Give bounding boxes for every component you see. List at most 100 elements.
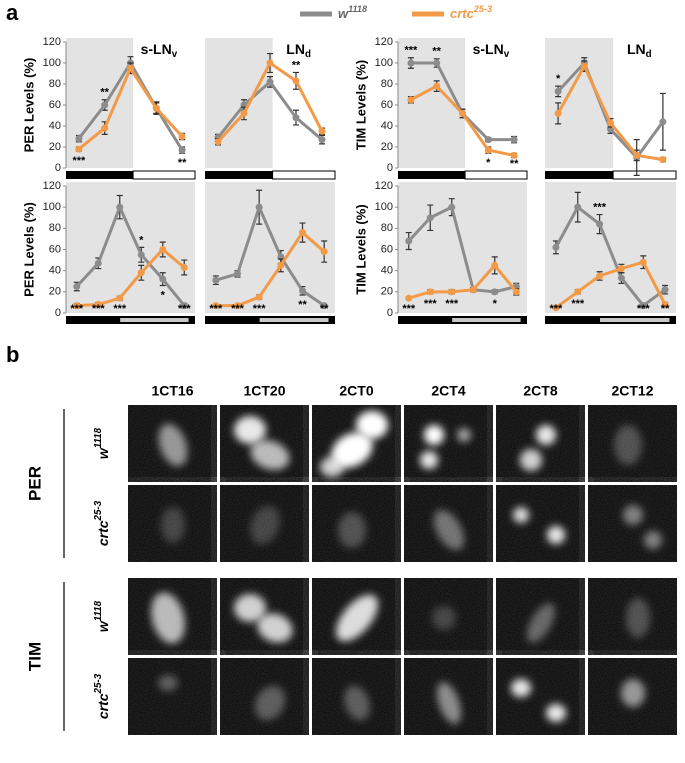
data-point xyxy=(407,96,415,104)
row-label-main: w xyxy=(95,620,111,632)
cell-signal xyxy=(457,428,471,442)
y-tick-label: 60 xyxy=(49,243,61,255)
group-label: TIM xyxy=(25,642,44,671)
y-tick-label: 80 xyxy=(381,222,393,234)
cell-signal xyxy=(621,679,645,707)
y-tick-label: 120 xyxy=(375,180,393,192)
data-point xyxy=(469,286,477,294)
data-point xyxy=(405,294,413,302)
data-point xyxy=(101,101,109,109)
cell-signal xyxy=(250,505,280,545)
micrograph xyxy=(312,485,401,562)
data-point xyxy=(180,302,188,310)
data-point xyxy=(433,82,441,90)
data-point xyxy=(159,246,167,253)
cell-signal xyxy=(257,613,293,643)
micrograph-noise xyxy=(496,485,585,562)
micrograph xyxy=(588,578,677,655)
micrograph xyxy=(588,405,677,482)
data-point xyxy=(152,104,160,112)
data-point xyxy=(318,127,326,135)
data-point xyxy=(459,109,466,117)
column-label: 1CT16 xyxy=(151,383,193,399)
cell-signal xyxy=(424,425,444,445)
data-point xyxy=(255,293,263,301)
cell-signal xyxy=(536,425,556,445)
y-tick-label: 120 xyxy=(375,36,393,48)
cell-signal xyxy=(338,512,366,548)
subjective-day-bar xyxy=(259,318,329,322)
micrograph xyxy=(220,578,309,655)
y-tick-label: 40 xyxy=(49,120,61,132)
micrograph xyxy=(220,485,309,562)
cell-signal xyxy=(546,704,566,722)
significance: * xyxy=(486,157,491,169)
micrograph-noise xyxy=(496,405,585,482)
y-tick-label: 40 xyxy=(381,265,393,277)
y-axis-label: PER Levels (%) xyxy=(21,58,36,153)
micrograph-noise xyxy=(496,658,585,735)
data-point xyxy=(178,133,186,140)
cell-signal xyxy=(436,682,462,724)
legend-label-main: crtc xyxy=(450,6,475,21)
light-bar xyxy=(272,170,336,180)
micrograph xyxy=(588,485,677,562)
data-point xyxy=(277,261,285,269)
data-point xyxy=(75,135,83,143)
significance: *** xyxy=(404,45,418,57)
cell-signal xyxy=(250,440,290,470)
data-point xyxy=(433,59,441,67)
data-point xyxy=(405,237,413,245)
data-point xyxy=(255,203,263,211)
significance: ** xyxy=(292,59,301,71)
significance: *** xyxy=(113,303,127,315)
data-point xyxy=(574,288,582,296)
chart-title-script: v xyxy=(172,49,178,60)
y-axis-label: PER Levels (%) xyxy=(21,202,36,297)
chart-title-main: s-LN xyxy=(473,41,504,57)
light-bar xyxy=(464,170,528,180)
light-bar xyxy=(612,170,677,180)
data-point xyxy=(240,109,248,117)
cell-signal xyxy=(626,598,650,638)
data-point xyxy=(661,301,669,309)
micrograph xyxy=(312,578,401,655)
significance: *** xyxy=(549,303,563,315)
significance: * xyxy=(493,298,498,310)
cell-signal xyxy=(644,531,662,549)
data-point xyxy=(94,259,102,267)
data-point xyxy=(214,138,222,146)
legend-label-script: 1118 xyxy=(348,4,368,14)
y-tick-label: 0 xyxy=(55,162,61,174)
cell-signal xyxy=(527,603,555,643)
data-point xyxy=(75,145,83,153)
significance: *** xyxy=(253,303,267,315)
column-label: 2CT4 xyxy=(431,383,465,399)
data-point xyxy=(510,136,518,144)
series-line xyxy=(75,203,186,307)
data-point xyxy=(554,109,562,117)
significance: *** xyxy=(571,298,585,310)
row-label-script: 1118 xyxy=(93,600,104,621)
data-point xyxy=(426,214,434,222)
significance: *** xyxy=(424,298,438,310)
y-tick-label: 80 xyxy=(49,222,61,234)
significance: *** xyxy=(231,303,245,315)
data-point xyxy=(552,304,560,312)
cell-signal xyxy=(336,594,378,642)
data-point xyxy=(101,124,109,132)
y-tick-label: 60 xyxy=(381,99,393,111)
data-point xyxy=(318,136,326,144)
data-point xyxy=(320,248,328,256)
y-tick-label: 20 xyxy=(381,141,393,153)
legend-label: crtc25-3 xyxy=(450,4,492,21)
group-label: PER xyxy=(25,466,44,501)
significance: ** xyxy=(510,158,519,170)
row-label-main: w xyxy=(95,447,111,459)
data-point xyxy=(292,77,300,85)
chart-title-main: LN xyxy=(627,41,646,57)
row-label: w1118 xyxy=(93,600,111,632)
data-point xyxy=(94,301,102,309)
night-shading xyxy=(205,182,335,313)
data-point xyxy=(552,243,560,251)
